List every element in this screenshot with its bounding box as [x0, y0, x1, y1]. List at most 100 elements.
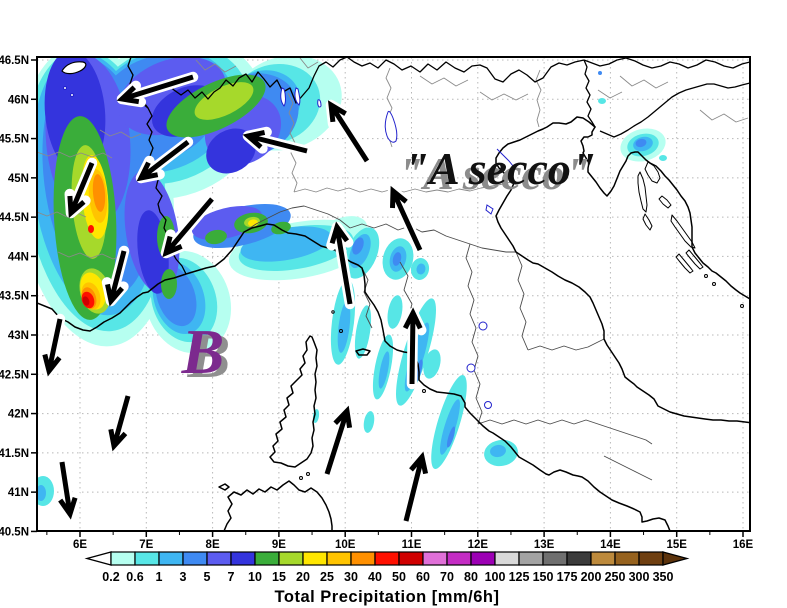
- colorbar-level-label: 15: [272, 570, 286, 584]
- lat-tick-label: 46.5N: [0, 55, 29, 67]
- lake-garda: [384, 110, 398, 143]
- colorbar-level-label: 250: [605, 570, 626, 584]
- precip-blob: [392, 252, 402, 266]
- lon-tick-label: 7E: [139, 539, 153, 551]
- colorbar-level-label: 150: [533, 570, 554, 584]
- lon-tick-label: 12E: [468, 539, 489, 551]
- precip-blob: [387, 295, 403, 329]
- precip-blob: [598, 98, 606, 104]
- colorbar-level-label: 40: [368, 570, 382, 584]
- colorbar-level-label: 300: [629, 570, 650, 584]
- lake-bolsena: [466, 363, 476, 373]
- coast-istria-croatia: [580, 126, 750, 300]
- lat-tick-label: 42N: [8, 409, 29, 421]
- a-secco-shadow: "A secco": [398, 148, 591, 199]
- precip-blob: [92, 174, 106, 212]
- precip-blob: [82, 296, 90, 306]
- map-frame: [36, 56, 751, 532]
- flow-arrow: [67, 162, 95, 219]
- precip-blob: [37, 485, 46, 501]
- flow-arrow: [162, 197, 214, 258]
- colorbar-level-label: 80: [464, 570, 478, 584]
- colorbar-level-label: 1: [156, 570, 163, 584]
- coast-west-mediterranean: [37, 223, 671, 531]
- lon-tick-label: 6E: [73, 539, 87, 551]
- colorbar-level-label: 3: [180, 570, 187, 584]
- colorbar-cell: [110, 551, 136, 566]
- colorbar-cell: [422, 551, 448, 566]
- flow-arrow: [42, 318, 63, 377]
- flow-arrow: [327, 100, 370, 163]
- lat-tick-label: 45N: [8, 173, 29, 185]
- lat-tick-label: 44N: [8, 251, 29, 263]
- colorbar-cell: [614, 551, 640, 566]
- flow-arrow: [105, 250, 127, 307]
- lakes: [63, 86, 514, 409]
- flow-arrow: [136, 140, 190, 182]
- precip-blob: [378, 351, 390, 389]
- precip-blob: [205, 229, 227, 245]
- colorbar-cell: [446, 551, 472, 566]
- coast-adriatic: [495, 116, 750, 424]
- lake-iseo: [317, 99, 322, 108]
- colorbar-title: Total Precipitation [mm/6h]: [275, 588, 500, 606]
- colorbar-level-label: 20: [296, 570, 310, 584]
- lat-tick-label: 40.5N: [0, 526, 29, 538]
- flow-arrow: [403, 451, 429, 522]
- island-elba: [355, 348, 371, 356]
- colorbar-cell: [350, 551, 376, 566]
- flow-arrow: [108, 395, 131, 452]
- lat-tick-label: 43.5N: [0, 291, 29, 303]
- colorbar-cell: [302, 551, 328, 566]
- lon-tick-label: 8E: [206, 539, 220, 551]
- colorbar-cell: [518, 551, 544, 566]
- lat-tick-label: 41N: [8, 487, 29, 499]
- colorbar-level-label: 60: [416, 570, 430, 584]
- colorbar-over-arrow: [662, 551, 690, 566]
- lake-geneva: [61, 61, 87, 75]
- lake-como: [294, 87, 301, 106]
- precip-blob: [635, 138, 647, 148]
- colorbar-level-label: 175: [557, 570, 578, 584]
- lon-tick-label: 16E: [733, 539, 754, 551]
- precip-blob: [423, 349, 441, 379]
- precip-blob: [416, 263, 426, 275]
- precip-blob: [363, 411, 375, 433]
- flow-arrows: [39, 71, 432, 527]
- colorbar-level-label: 5: [204, 570, 211, 584]
- colorbar-level-label: 350: [653, 570, 674, 584]
- colorbar-cell: [326, 551, 352, 566]
- colorbar-cell: [590, 551, 616, 566]
- flow-arrow: [390, 185, 423, 252]
- flow-arrow: [324, 405, 353, 475]
- lat-tick-label: 43N: [8, 330, 29, 342]
- lon-tick-label: 10E: [335, 539, 356, 551]
- precip-blob: [194, 82, 254, 120]
- precipitation-field: [37, 57, 667, 506]
- colorbar-cell: [638, 551, 664, 566]
- colorbar-level-label: 30: [344, 570, 358, 584]
- colorbar-cell: [374, 551, 400, 566]
- flow-arrow: [242, 129, 308, 154]
- lat-tick-label: 41.5N: [0, 448, 29, 460]
- comacchio-lagoon: [485, 204, 494, 215]
- flow-arrow: [329, 221, 353, 305]
- colorbar-level-label: 0.6: [126, 570, 143, 584]
- island-sardinia: [223, 480, 333, 531]
- colorbar-cell: [398, 551, 424, 566]
- colorbar-cell: [494, 551, 520, 566]
- colorbar-cell: [470, 551, 496, 566]
- colorbar-cell: [206, 551, 232, 566]
- lon-tick-label: 11E: [402, 539, 422, 551]
- colorbar-cell: [134, 551, 160, 566]
- lon-tick-label: 9E: [272, 539, 286, 551]
- island-corsica: [269, 335, 318, 468]
- flow-arrow: [116, 74, 194, 105]
- colorbar-level-label: 70: [440, 570, 454, 584]
- lat-tick-label: 42.5N: [0, 369, 29, 381]
- lat-tick-label: 44.5N: [0, 212, 29, 224]
- axis-ticks-and-labels: 46.5N 46N 45.5N 45N 44.5N 44N 43.5N 43N 42.5N 42N…: [0, 55, 754, 551]
- colorbar-level-label: 7: [228, 570, 235, 584]
